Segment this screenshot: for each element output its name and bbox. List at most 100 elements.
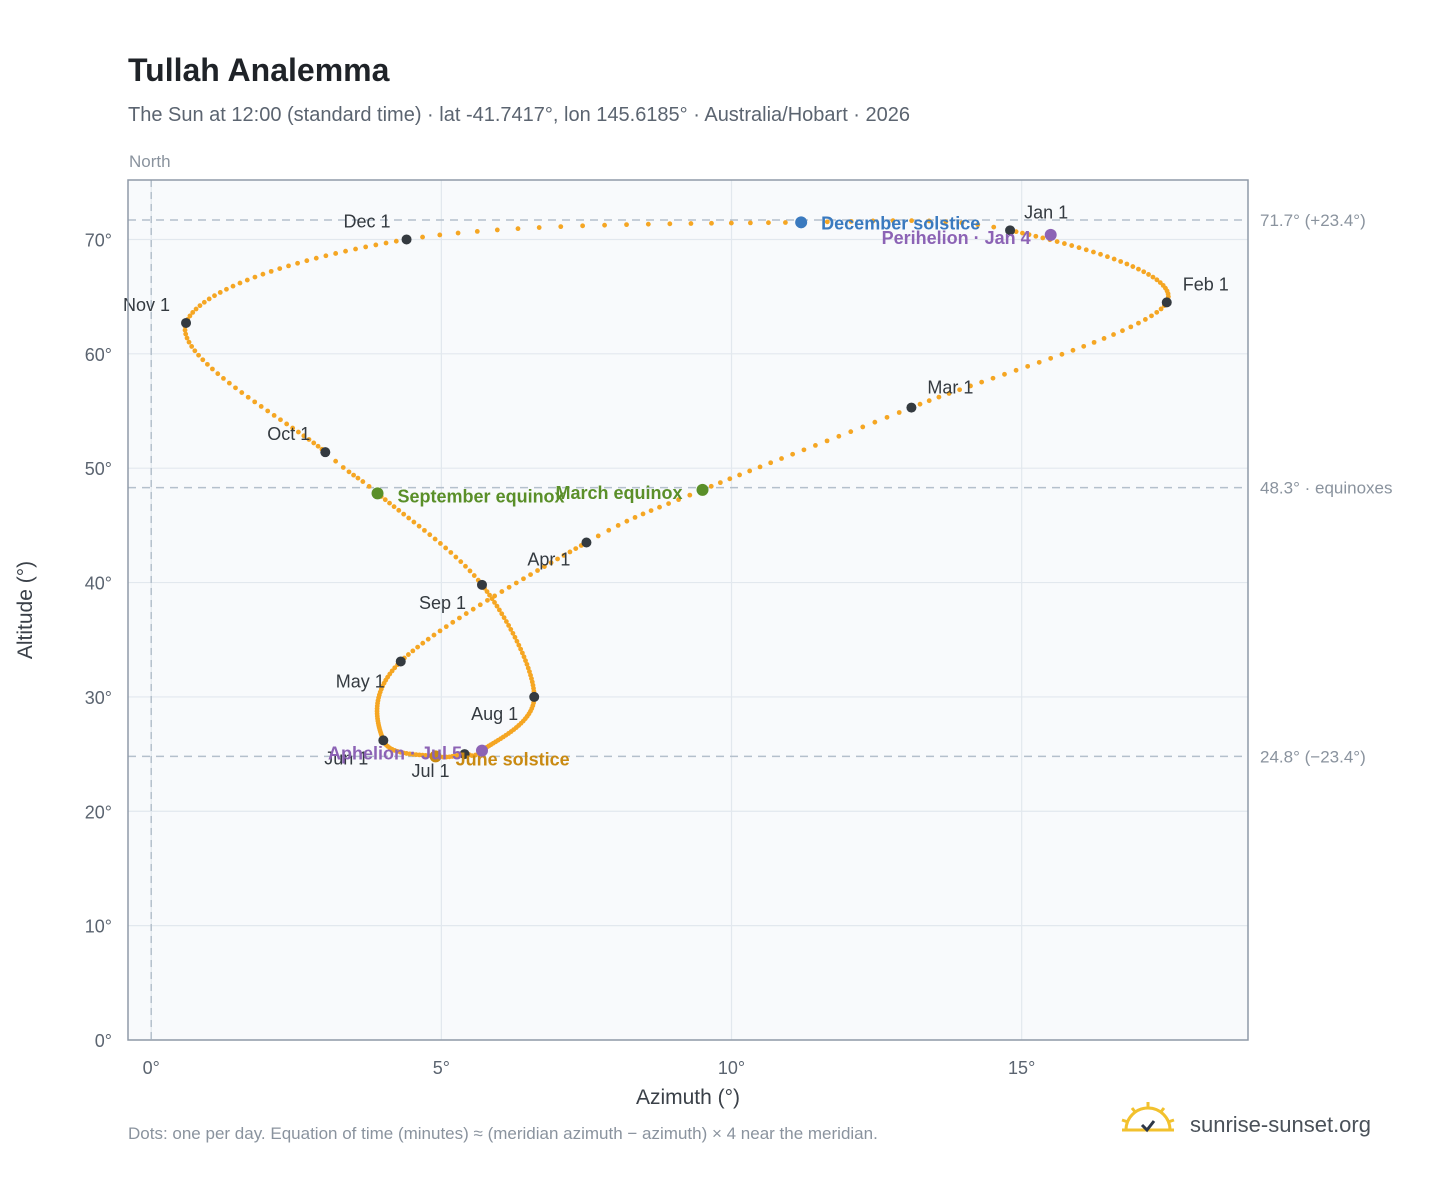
daily-dot (192, 348, 198, 354)
daily-dot (184, 335, 190, 341)
daily-dot (1149, 313, 1154, 319)
daily-dot (204, 361, 210, 367)
chart-subtitle: The Sun at 12:00 (standard time) · lat -… (128, 104, 911, 126)
daily-dot (245, 394, 251, 400)
daily-dot (470, 606, 476, 612)
daily-dot (503, 619, 509, 624)
daily-dot (237, 280, 243, 286)
daily-dot (473, 752, 478, 758)
daily-dot (968, 383, 973, 389)
x-tick-label: 10° (718, 1058, 745, 1078)
daily-dot (471, 573, 477, 578)
daily-dot (200, 357, 206, 363)
daily-dot (541, 564, 547, 569)
daily-dot (363, 244, 369, 250)
event-label-june-solstice: June solstice (456, 749, 570, 769)
daily-dot (1120, 328, 1125, 334)
daily-dot (366, 483, 372, 489)
daily-dot (872, 419, 878, 425)
x-tick-label: 15° (1008, 1058, 1035, 1078)
month-label-may-1: May 1 (336, 671, 385, 691)
month-markers: Jan 1 Feb 1 Mar 1 Apr 1 May 1 Jun 1 Jul 1 Aug 1… (123, 202, 1229, 781)
daily-dot (457, 615, 462, 621)
daily-dot (848, 218, 854, 224)
daily-dot (221, 376, 226, 381)
daily-dot (233, 385, 238, 391)
daily-dot (943, 219, 949, 225)
daily-dot (555, 556, 560, 562)
daily-dot (396, 507, 402, 513)
daily-dot (499, 611, 505, 617)
month-label-jul-1: Jul 1 (412, 761, 450, 781)
daily-dot (306, 437, 312, 442)
daily-dot (190, 310, 196, 315)
y-tick-label: 10° (85, 917, 112, 937)
daily-dot (226, 380, 232, 386)
daily-dot (1118, 259, 1124, 264)
daily-dot (728, 220, 734, 226)
daily-dot (801, 447, 807, 453)
daily-dot (494, 603, 500, 609)
daily-dot (824, 219, 830, 225)
daily-dot (959, 220, 965, 226)
daily-dot (1091, 249, 1096, 255)
reference-line-label: 71.7° (+23.4°) (1260, 211, 1366, 230)
daily-dot (645, 221, 651, 227)
daily-dot (884, 414, 890, 420)
daily-dot (496, 607, 502, 613)
daily-dot (1040, 235, 1046, 241)
daily-dot (519, 650, 525, 656)
daily-dot (836, 433, 842, 439)
month-marker-aug-1 (529, 691, 540, 702)
daily-dot (666, 501, 671, 507)
event-label-september-equinox: September equinox (398, 486, 565, 506)
month-label-mar-1: Mar 1 (927, 378, 973, 398)
daily-dot (494, 227, 500, 233)
daily-dot (768, 460, 774, 466)
daily-dot (657, 504, 662, 510)
daily-dot (437, 232, 443, 238)
daily-dot (440, 754, 446, 760)
daily-dot (197, 303, 203, 309)
daily-dot (1070, 347, 1076, 353)
daily-dot (521, 654, 527, 660)
daily-dot (469, 753, 475, 758)
daily-dot (1150, 274, 1156, 280)
daily-dot (193, 306, 199, 312)
daily-dot (514, 638, 520, 644)
daily-dot (991, 224, 997, 230)
daily-dot (990, 375, 996, 381)
daily-dot (485, 597, 490, 603)
daily-dot (343, 248, 348, 254)
daily-dot (524, 661, 530, 667)
daily-dot (182, 327, 188, 333)
daily-dot (790, 451, 796, 457)
event-label-aphelion-jul-5: Aphelion · Jul 5 (328, 744, 462, 764)
daily-dot (648, 508, 654, 513)
month-label-sep-1: Sep 1 (419, 593, 466, 613)
daily-dot (518, 646, 524, 652)
month-marker-feb-1 (1161, 297, 1172, 308)
daily-dot (484, 589, 490, 595)
daily-dot (737, 472, 742, 478)
daily-dot (513, 580, 519, 586)
daily-dot (860, 424, 866, 430)
daily-dot (477, 602, 483, 608)
daily-dot (186, 339, 192, 345)
daily-dot (512, 634, 518, 640)
daily-dot (201, 299, 207, 305)
daily-dot (360, 479, 366, 484)
daily-dot (355, 475, 361, 481)
daily-dot (1026, 232, 1032, 238)
daily-dot (323, 253, 329, 259)
daily-dot (311, 440, 317, 446)
daily-dot (1136, 320, 1141, 326)
daily-dot (383, 240, 389, 246)
x-axis-label: Azimuth (°) (636, 1086, 740, 1109)
daily-dot (415, 644, 421, 650)
daily-dot (561, 552, 567, 558)
daily-dot (353, 246, 358, 252)
direction-label: North (129, 152, 171, 171)
daily-dot (258, 404, 264, 409)
